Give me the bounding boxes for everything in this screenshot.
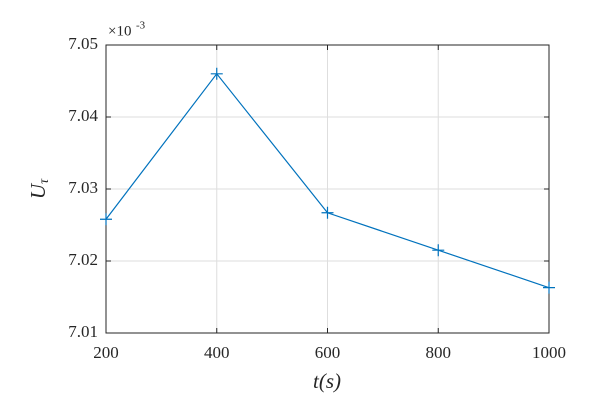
x-tick-label: 1000 [532,343,566,362]
y-tick-label: 7.02 [68,250,98,269]
y-label-text: Uτ [26,178,52,199]
y-axis-label: Uτ [26,178,52,199]
marker [100,213,112,226]
y-exponent-base: ×10 [108,23,131,39]
marker [210,67,223,80]
y-tick-label: 7.04 [68,106,98,125]
x-tick-label: 400 [204,343,230,362]
marker [432,244,445,257]
y-label-main: U [26,182,50,199]
marker [543,281,555,294]
marker [321,206,334,219]
y-tick-label: 7.01 [68,322,98,341]
x-axis-label: t(s) [313,369,341,393]
y-tick-label: 7.03 [68,178,98,197]
y-tick-label: 7.05 [68,34,98,53]
x-tick-label: 200 [93,343,119,362]
plot-frame [105,44,550,334]
y-label-sub: τ [37,178,52,184]
x-tick-label: 800 [426,343,452,362]
x-tick-label: 600 [315,343,341,362]
y-exponent: -3 [136,20,146,32]
